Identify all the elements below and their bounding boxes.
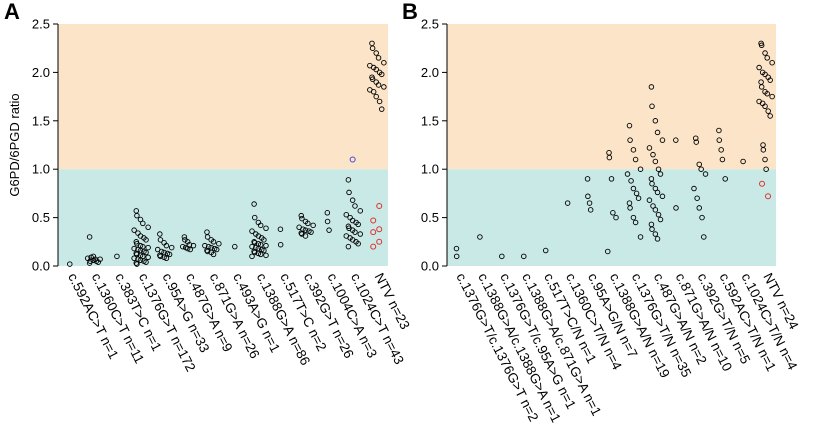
lower-zone-A — [58, 169, 388, 266]
y-tick-label-B: 1.5 — [421, 113, 439, 128]
upper-zone-A — [58, 24, 388, 169]
y-tick-label-B: 0.0 — [421, 259, 439, 274]
upper-zone-B — [447, 24, 776, 169]
y-tick-label-A: 2.0 — [32, 65, 50, 80]
y-tick-label-B: 2.0 — [421, 65, 439, 80]
y-tick-label-A: 1.0 — [32, 162, 50, 177]
y-tick-label-A: 2.5 — [32, 17, 50, 32]
y-tick-label-B: 0.5 — [421, 210, 439, 225]
y-tick-label-A: 0.0 — [32, 259, 50, 274]
y-axis-title: G6PD/6PGD ratio — [7, 93, 22, 196]
y-tick-label-A: 0.5 — [32, 210, 50, 225]
chart-figure: A0.00.51.01.52.02.5G6PD/6PGD ratioc.592A… — [0, 0, 816, 429]
y-tick-label-B: 1.0 — [421, 162, 439, 177]
y-tick-label-B: 2.5 — [421, 17, 439, 32]
panel-letter-A: A — [4, 0, 20, 24]
lower-zone-B — [447, 169, 776, 266]
panel-letter-B: B — [402, 0, 418, 24]
y-tick-label-A: 1.5 — [32, 113, 50, 128]
